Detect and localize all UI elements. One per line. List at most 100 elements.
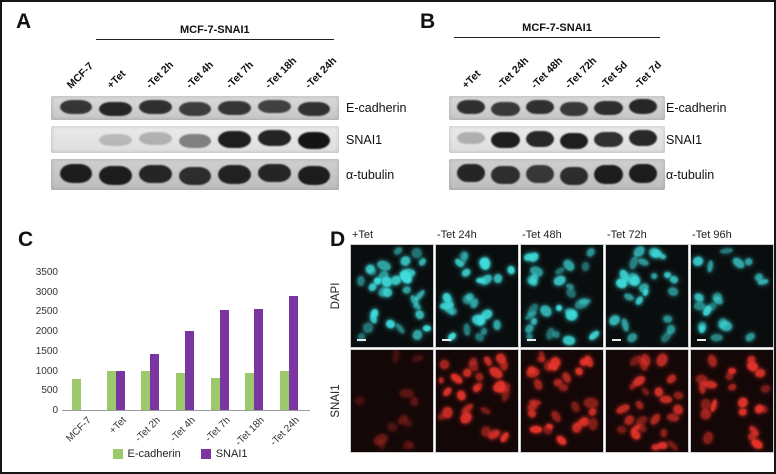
cell-nucleus <box>614 402 631 415</box>
panel-a-blot-canvas: MCF-7-SNAI1 MCF-7 +Tet -Tet 2h -Tet 4h -Tet 7… <box>10 8 412 222</box>
lane-label: -Tet 7d <box>631 59 664 92</box>
cell-nucleus <box>694 301 705 310</box>
scale-bar <box>527 339 536 341</box>
cell-nucleus <box>587 406 599 418</box>
cell-nucleus <box>698 381 706 395</box>
cell-nucleus <box>414 308 426 320</box>
cell-nucleus <box>413 288 427 303</box>
cell-nucleus <box>660 428 667 437</box>
blot-band <box>258 99 291 114</box>
cell-nucleus <box>462 368 472 378</box>
blot-band <box>139 132 172 146</box>
cell-nucleus <box>384 318 396 329</box>
cell-nucleus <box>367 267 377 275</box>
cell-nucleus <box>533 377 544 391</box>
cell-nucleus <box>634 295 645 306</box>
x-axis-tick-label: MCF-7 <box>64 415 95 445</box>
blot-band <box>258 163 291 183</box>
cell-nucleus <box>555 433 569 447</box>
blot-band <box>560 166 589 186</box>
micro-column-label: -Tet 96h <box>692 229 732 241</box>
cell-nucleus <box>565 309 579 321</box>
x-axis-tick-label: +Tet <box>107 415 129 437</box>
y-axis-tick-label: 2500 <box>35 306 58 318</box>
chart-bar <box>72 379 82 410</box>
cell-nucleus <box>585 246 597 258</box>
cell-nucleus <box>448 371 464 386</box>
cell-nucleus <box>441 386 453 398</box>
micro-image-dapi-1 <box>350 244 434 348</box>
cell-nucleus <box>559 383 569 392</box>
header-line <box>454 37 660 38</box>
blot-band <box>628 130 657 147</box>
lane-label: -Tet 18h <box>263 54 300 92</box>
cell-nucleus <box>621 317 630 332</box>
panel-c-label: C <box>18 228 34 251</box>
x-axis-tick-label: -Tet 2h <box>133 415 164 445</box>
chart-bar <box>185 331 194 410</box>
blot-band <box>297 131 331 149</box>
lane-label: -Tet 48h <box>528 54 566 92</box>
micro-row-label: SNAI1 <box>330 384 342 418</box>
panel-a-label: A <box>16 10 32 33</box>
micro-image-dapi-4 <box>605 244 689 348</box>
cell-nucleus <box>706 354 718 369</box>
cell-nucleus <box>738 407 748 417</box>
cell-nucleus <box>658 252 668 261</box>
cell-nucleus <box>356 275 365 286</box>
cell-nucleus <box>354 395 365 405</box>
y-axis-tick-label: 1500 <box>35 345 58 357</box>
legend-label: SNAI1 <box>215 448 248 460</box>
cell-nucleus <box>622 413 636 427</box>
blot-band <box>594 100 623 116</box>
blot-band <box>491 101 520 116</box>
cell-nucleus <box>569 400 581 413</box>
cell-nucleus <box>648 412 662 427</box>
blot-band <box>99 133 132 147</box>
cell-nucleus <box>411 328 424 342</box>
blot-band <box>525 100 554 115</box>
blot-band <box>628 99 657 114</box>
blot-band <box>139 164 172 184</box>
cell-nucleus <box>634 399 645 411</box>
cell-nucleus <box>587 328 601 342</box>
cell-nucleus <box>607 313 622 328</box>
micro-column-label: -Tet 48h <box>522 229 562 241</box>
panel-d-label: D <box>330 228 346 251</box>
cell-nucleus <box>555 305 563 313</box>
micro-image-snai1-3 <box>520 349 604 453</box>
blot-band <box>99 165 132 185</box>
lane-label: -Tet 24h <box>302 54 340 92</box>
micro-column-label: -Tet 24h <box>437 229 477 241</box>
blot-band <box>218 165 251 184</box>
blot-band <box>457 163 486 183</box>
blot-title: MCF-7-SNAI1 <box>180 24 250 36</box>
cell-nucleus <box>537 303 554 319</box>
panel-c-chart-canvas: 0 500 1000 1500 2000 2500 3000 3500 MCF-7 +Tet -Te… <box>12 226 324 472</box>
micro-image-snai1-2 <box>435 349 519 453</box>
cell-nucleus <box>393 245 404 256</box>
chart-bar <box>150 353 160 410</box>
cell-nucleus <box>665 439 679 452</box>
blot-band <box>457 131 486 145</box>
blot-band <box>525 164 554 183</box>
chart-bar <box>106 370 116 410</box>
blot-band <box>297 101 331 116</box>
blot-band <box>491 131 520 149</box>
lane-label: -Tet 24h <box>494 54 531 92</box>
cell-nucleus <box>744 331 757 343</box>
cell-nucleus <box>659 396 672 404</box>
cell-nucleus <box>483 354 494 367</box>
blot-band <box>258 129 291 147</box>
cell-nucleus <box>398 254 413 268</box>
blot-band <box>59 99 93 114</box>
cell-nucleus <box>460 267 472 279</box>
blot-band <box>178 133 212 148</box>
chart-legend: E-cadherin SNAI1 <box>42 448 318 460</box>
cell-nucleus <box>410 396 419 406</box>
blot-band <box>297 165 331 185</box>
panel-d-microscopy-canvas: +Tet -Tet 24h -Tet 48h -Tet 72h -Tet 96h DAPI… <box>324 226 774 472</box>
blot-band <box>560 102 589 117</box>
blot-band <box>525 130 554 147</box>
